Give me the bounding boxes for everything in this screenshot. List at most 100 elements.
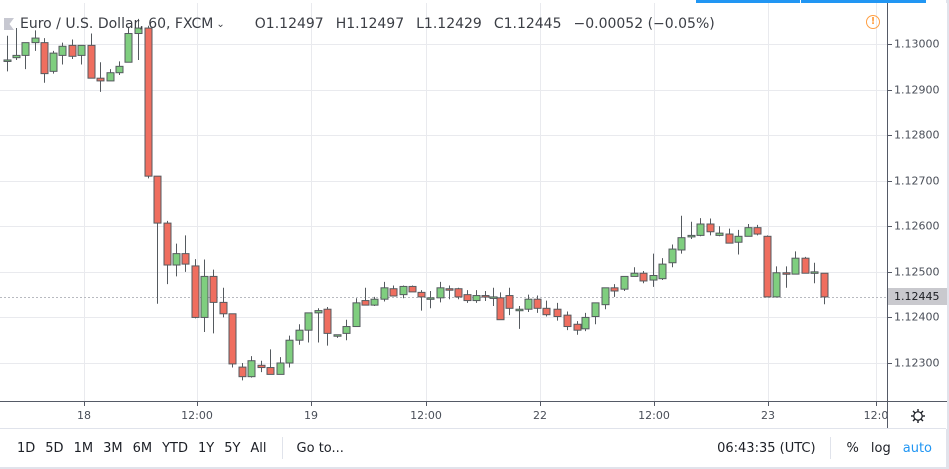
chevron-down-icon[interactable]: ⌄ — [216, 18, 225, 30]
range-ytd-button[interactable]: YTD — [162, 440, 188, 456]
ohlc-high: H1.12497 — [335, 16, 405, 32]
candle — [96, 62, 105, 92]
price-label: 1.12700 — [894, 174, 940, 188]
flag-icon[interactable] — [4, 18, 14, 30]
candle — [677, 215, 686, 254]
time-label: 18 — [77, 409, 91, 422]
candle — [696, 218, 705, 237]
candle — [323, 306, 332, 346]
time-axis[interactable]: 18 12:00 19 12:00 22 12:00 23 12:0 — [0, 401, 888, 429]
candle — [715, 226, 724, 237]
price-axis[interactable]: 1.13000 1.12900 1.12800 1.12700 1.12600 1.125… — [887, 3, 947, 401]
range-1m-button[interactable]: 1M — [73, 440, 94, 456]
candle — [361, 287, 370, 306]
price-label: 1.12500 — [894, 265, 940, 279]
candle — [172, 243, 181, 277]
range-5d-button[interactable]: 5D — [45, 440, 64, 456]
candle — [276, 357, 285, 375]
candle — [3, 35, 12, 72]
chart-legend: Euro / U.S. Dollar, 60, FXCM ⌄ O1.12497 … — [4, 14, 727, 34]
candle — [352, 298, 361, 328]
log-scale-button[interactable]: log — [870, 440, 891, 456]
candle — [314, 308, 323, 343]
candle — [706, 218, 715, 236]
price-label: 1.12300 — [894, 356, 940, 370]
candle — [505, 287, 514, 316]
candle — [40, 38, 49, 83]
candle — [573, 321, 582, 335]
candle — [763, 235, 772, 298]
candle — [115, 61, 124, 75]
price-tick — [888, 226, 892, 228]
candle — [191, 259, 200, 319]
candle — [591, 302, 600, 325]
goto-button[interactable]: Go to... — [296, 440, 344, 456]
candle — [333, 334, 342, 338]
exclamation-circle-icon[interactable]: ! — [866, 15, 880, 29]
candle — [200, 259, 209, 333]
range-3m-button[interactable]: 3M — [103, 440, 123, 456]
ohlc-close: C1.12445 — [493, 16, 562, 32]
range-5y-button[interactable]: 5Y — [224, 440, 241, 456]
range-1y-button[interactable]: 1Y — [197, 440, 215, 456]
ohlc-open: O1.12497 — [254, 16, 324, 32]
price-tick — [888, 362, 892, 364]
candle — [49, 50, 58, 74]
candle — [247, 356, 256, 378]
candle — [472, 290, 481, 303]
candle — [12, 28, 21, 60]
candle — [370, 296, 379, 307]
time-label: 12:00 — [638, 409, 670, 422]
auto-scale-button[interactable]: auto — [902, 440, 932, 456]
time-label: 12:00 — [410, 409, 442, 422]
candle — [295, 324, 304, 345]
candle — [524, 294, 533, 312]
ohlc-change: −0.00052 (−0.05%) — [573, 16, 715, 32]
candle — [31, 30, 40, 51]
candle — [744, 224, 753, 237]
candle — [649, 253, 658, 287]
candle — [209, 269, 218, 334]
candle — [21, 42, 30, 70]
range-all-button[interactable]: All — [250, 440, 267, 456]
time-tick — [426, 402, 427, 406]
price-tick — [888, 89, 892, 91]
chart-pane[interactable]: Euro / U.S. Dollar, 60, FXCM ⌄ O1.12497 … — [0, 3, 887, 401]
candle — [515, 306, 524, 329]
candle — [153, 175, 162, 304]
percent-scale-button[interactable]: % — [846, 440, 859, 456]
price-label: 1.12900 — [894, 83, 940, 97]
time-label: 22 — [533, 409, 547, 422]
candle — [285, 335, 294, 368]
time-label: 19 — [304, 409, 318, 422]
range-6m-button[interactable]: 6M — [132, 440, 153, 456]
candle — [238, 362, 247, 381]
candle — [58, 42, 67, 65]
candle — [408, 285, 417, 293]
candlestick-plot[interactable] — [0, 3, 887, 401]
candle — [304, 312, 313, 343]
price-label: 1.13000 — [894, 37, 940, 51]
candle — [163, 220, 172, 285]
candle — [601, 287, 610, 310]
candle — [445, 285, 454, 300]
settings-button[interactable] — [887, 401, 947, 429]
candle — [399, 285, 408, 299]
candle — [542, 300, 551, 317]
symbol-title[interactable]: Euro / U.S. Dollar, 60, FXCM — [20, 16, 214, 32]
candle — [454, 287, 463, 300]
price-tick — [888, 271, 892, 273]
candle — [734, 229, 743, 255]
candle — [772, 266, 781, 298]
candle — [144, 25, 153, 179]
candle — [658, 258, 667, 281]
ohlc-low: L1.12429 — [416, 16, 482, 32]
candle — [782, 266, 791, 288]
range-1d-button[interactable]: 1D — [17, 440, 36, 456]
candle — [426, 290, 435, 309]
price-tick — [888, 317, 892, 319]
candle — [228, 313, 237, 368]
price-label: 1.12600 — [894, 219, 940, 233]
utc-clock[interactable]: 06:43:35 (UTC) — [717, 440, 816, 456]
time-tick — [311, 402, 312, 406]
